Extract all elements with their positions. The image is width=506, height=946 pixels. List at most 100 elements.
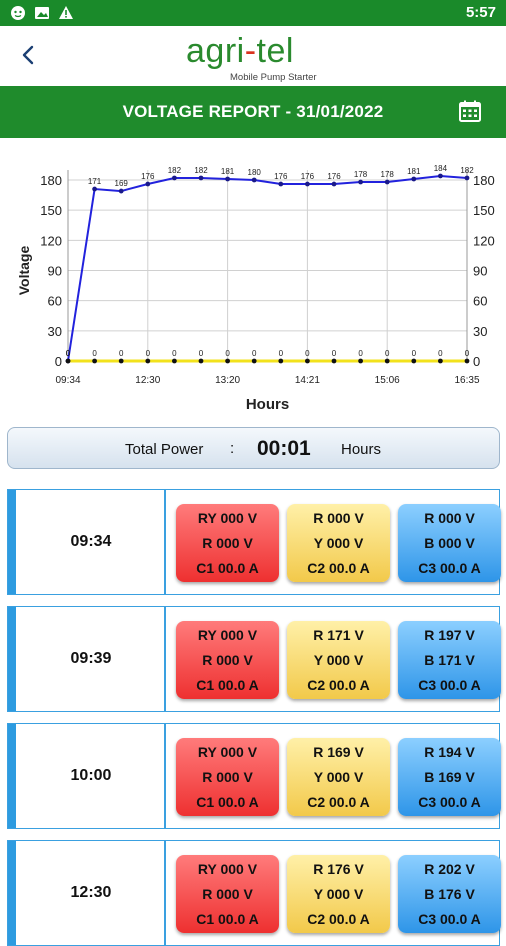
- y-tick-label-right: 0: [473, 354, 480, 369]
- data-label: 0: [199, 349, 204, 358]
- pill-reading: Y 000 V: [313, 886, 364, 902]
- y-tick-label-left: 180: [40, 173, 62, 188]
- record-time: 12:30: [70, 884, 112, 901]
- data-label: 181: [221, 167, 235, 176]
- data-label: 0: [146, 349, 151, 358]
- data-label: 181: [407, 167, 421, 176]
- pill-reading: C2 00.0 A: [307, 794, 370, 810]
- pill-reading: RY 000 V: [197, 744, 258, 760]
- pill-reading: R 000 V: [202, 535, 253, 551]
- pill-reading: RY 000 V: [197, 861, 258, 877]
- data-point: [172, 358, 177, 364]
- record-accent: [8, 490, 16, 594]
- y-axis-title: Voltage: [16, 246, 32, 296]
- pill-reading: R 176 V: [313, 861, 364, 877]
- record-time-cell: 10:00: [16, 724, 166, 828]
- status-icons: [10, 5, 74, 21]
- pill-reading: Y 000 V: [313, 769, 364, 785]
- data-point: [331, 358, 337, 364]
- total-power-panel: Total Power : 00:01 Hours: [7, 427, 500, 469]
- record-accent: [8, 841, 16, 945]
- data-label: 0: [92, 349, 97, 358]
- pill-reading: B 169 V: [424, 769, 475, 785]
- data-label: 176: [301, 172, 315, 181]
- x-tick-label: 14:21: [295, 375, 320, 386]
- total-power-value: 00:01: [257, 437, 311, 460]
- data-point: [464, 358, 470, 364]
- voltage-chart: 0 0 30 30 60 60 90 90 120 120 150 150 180 180 09:34 12:…: [0, 150, 506, 420]
- pill-reading: B 176 V: [424, 886, 475, 902]
- data-point: [438, 358, 443, 364]
- data-point: [198, 358, 204, 364]
- pill-reading: R 171 V: [313, 627, 364, 643]
- warning-icon: [59, 6, 73, 19]
- data-point: [305, 181, 310, 187]
- pill-reading: Y 000 V: [313, 535, 364, 551]
- data-point: [145, 358, 151, 364]
- pill-reading: C2 00.0 A: [307, 560, 370, 576]
- data-point: [384, 179, 390, 185]
- blue-phase-pill: R 197 V B 171 V C3 00.0 A: [398, 621, 501, 699]
- pill-reading: C1 00.0 A: [196, 794, 259, 810]
- total-power-colon: :: [230, 440, 235, 457]
- face-icon: [11, 6, 25, 20]
- red-phase-pill: RY 000 V R 000 V C1 00.0 A: [176, 738, 279, 816]
- pill-reading: R 197 V: [424, 627, 475, 643]
- red-phase-pill: RY 000 V R 000 V C1 00.0 A: [176, 621, 279, 699]
- data-label: 176: [141, 172, 155, 181]
- data-point: [251, 358, 257, 364]
- data-label: 0: [66, 349, 71, 358]
- data-label: 176: [274, 172, 288, 181]
- data-point: [358, 179, 363, 185]
- data-point: [251, 177, 257, 183]
- logo-brand: agri-tel: [186, 32, 294, 70]
- data-point: [92, 186, 97, 192]
- red-phase-pill: RY 000 V R 000 V C1 00.0 A: [176, 504, 279, 582]
- pill-reading: R 000 V: [424, 510, 475, 526]
- pill-reading: R 000 V: [202, 652, 253, 668]
- record-time: 09:39: [70, 650, 112, 667]
- data-point: [172, 175, 177, 181]
- report-title-bar: VOLTAGE REPORT - 31/01/2022: [0, 86, 506, 138]
- status-bar: 5:57: [0, 0, 506, 26]
- record-card: 12:30 RY 000 V R 000 V C1 00.0 A R 176 V Y 00…: [7, 840, 501, 946]
- pill-reading: R 169 V: [313, 744, 364, 760]
- y-tick-label-right: 150: [473, 203, 495, 218]
- blue-phase-pill: R 000 V B 000 V C3 00.0 A: [398, 504, 501, 582]
- yellow-phase-pill: R 176 V Y 000 V C2 00.0 A: [287, 855, 390, 933]
- yellow-phase-pill: R 000 V Y 000 V C2 00.0 A: [287, 504, 390, 582]
- blue-phase-pill: R 202 V B 176 V C3 00.0 A: [398, 855, 501, 933]
- data-point: [118, 358, 124, 364]
- data-point: [278, 181, 284, 187]
- y-tick-label-right: 60: [473, 294, 487, 309]
- y-tick-label-left: 60: [48, 294, 62, 309]
- y-tick-label-right: 30: [473, 324, 487, 339]
- data-point: [411, 176, 417, 182]
- pill-reading: C3 00.0 A: [418, 911, 481, 927]
- record-card: 10:00 RY 000 V R 000 V C1 00.0 A R 169 V Y 00…: [7, 723, 501, 829]
- data-label: 0: [358, 349, 363, 358]
- pill-reading: R 000 V: [202, 886, 253, 902]
- data-point: [411, 358, 417, 364]
- calendar-icon[interactable]: [458, 99, 482, 123]
- pill-reading: C3 00.0 A: [418, 677, 481, 693]
- data-label: 171: [88, 177, 102, 186]
- y-tick-label-left: 150: [40, 203, 62, 218]
- data-label: 0: [66, 349, 71, 358]
- x-tick-label: 15:06: [375, 375, 400, 386]
- data-label: 0: [412, 349, 417, 358]
- data-label: 0: [305, 349, 310, 358]
- record-card: 09:39 RY 000 V R 000 V C1 00.0 A R 171 V Y 00…: [7, 606, 501, 712]
- data-point: [225, 176, 231, 182]
- record-time: 09:34: [70, 533, 112, 550]
- data-label: 178: [381, 170, 395, 179]
- data-point: [65, 358, 71, 364]
- record-time-cell: 12:30: [16, 841, 166, 945]
- data-label: 0: [332, 349, 337, 358]
- data-label: 182: [194, 166, 208, 175]
- record-accent: [8, 607, 16, 711]
- data-label: 0: [119, 349, 124, 358]
- data-label: 169: [115, 179, 129, 188]
- pill-reading: C2 00.0 A: [307, 911, 370, 927]
- back-arrow-icon[interactable]: [14, 40, 44, 70]
